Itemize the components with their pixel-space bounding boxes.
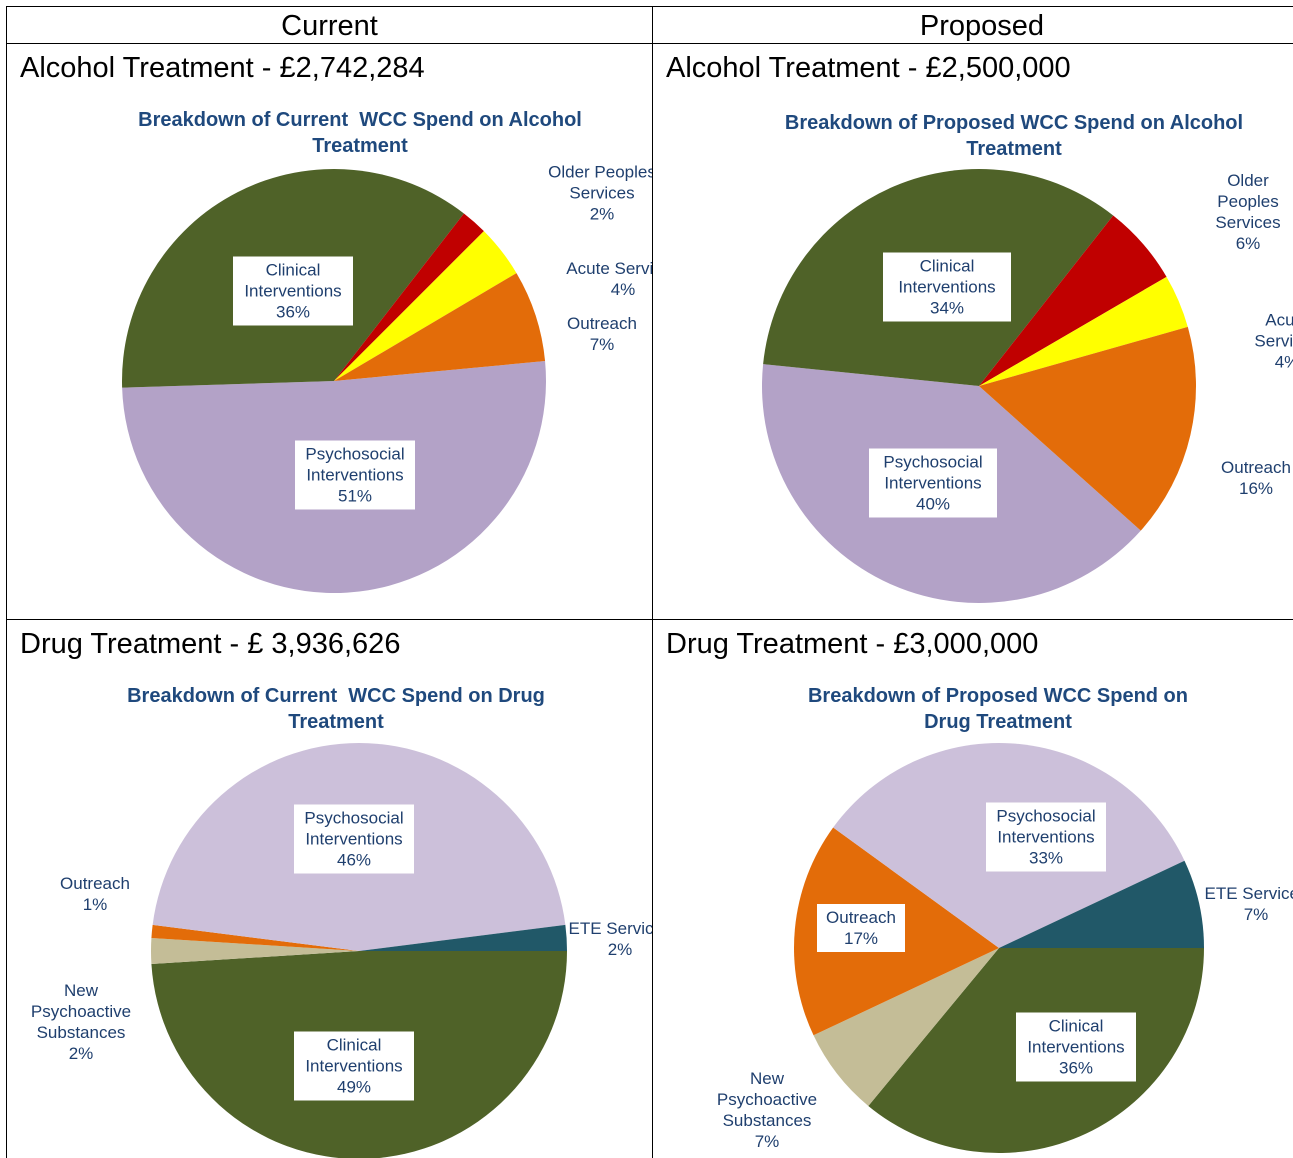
cell-heading: Alcohol Treatment - £2,500,000 xyxy=(666,52,1071,84)
chart-title: Breakdown of Proposed WCC Spend on Alcoh… xyxy=(784,112,1249,160)
slice-name: Psychosocial Interventions xyxy=(996,806,1096,847)
slice-value: 34% xyxy=(929,298,965,318)
pie-slice xyxy=(334,213,484,381)
chart-title: Breakdown of Current WCC Spend on Alcoho… xyxy=(138,109,588,157)
slice-label: Psychosocial Interventions 51% xyxy=(295,440,415,510)
slice-name: Acute Services xyxy=(566,259,653,278)
slice-value: 49% xyxy=(336,1077,372,1097)
slice-value: 17% xyxy=(843,929,879,948)
slice-label: Clinical Interventions 36% xyxy=(1016,1012,1136,1082)
cell-heading: Drug Treatment - £ 3,936,626 xyxy=(20,628,401,660)
slice-label: Outreach 7% xyxy=(552,313,652,355)
slice-value: 2% xyxy=(589,204,615,224)
slice-value: 46% xyxy=(336,850,372,870)
slice-label: Outreach 1% xyxy=(45,873,145,915)
slice-label: Acute Services 4% xyxy=(566,258,653,300)
slice-value: 7% xyxy=(589,335,615,354)
slice-value: 6% xyxy=(1235,234,1261,253)
pie-slice xyxy=(334,273,546,381)
slice-name: Psychosocial Interventions xyxy=(883,452,983,493)
slice-name: Clinical Interventions xyxy=(898,256,996,297)
slice-label: Outreach 17% xyxy=(817,904,905,952)
slice-label: Clinical Interventions 36% xyxy=(233,256,353,326)
slice-label: Psychosocial Interventions 40% xyxy=(869,448,997,518)
table-cell: Alcohol Treatment - £2,500,000 Breakdown … xyxy=(652,43,1293,620)
slice-label: Psychosocial Interventions 33% xyxy=(986,802,1106,872)
slice-label: Older Peoples Services 6% xyxy=(1208,170,1288,254)
slice-value: 51% xyxy=(337,486,373,506)
slice-value: 36% xyxy=(1058,1058,1094,1078)
table-cell: Alcohol Treatment - £2,742,284 Breakdown … xyxy=(6,43,653,620)
slice-name: New Psychoactive Substances xyxy=(716,1069,818,1130)
slice-name: New Psychoactive Substances xyxy=(30,981,132,1042)
pie-slice xyxy=(359,924,567,951)
slice-value: 36% xyxy=(275,302,311,322)
slice-value: 4% xyxy=(1274,352,1293,372)
chart-title: Breakdown of Proposed WCC Spend on Drug … xyxy=(807,685,1194,733)
slice-label: Clinical Interventions 49% xyxy=(294,1031,414,1101)
slice-name: Clinical Interventions xyxy=(244,260,342,301)
pie-slice xyxy=(151,937,359,965)
slice-value: 33% xyxy=(1028,848,1064,868)
slice-name: Outreach xyxy=(1221,458,1291,477)
slice-label: New Psychoactive Substances 7% xyxy=(702,1068,832,1152)
slice-name: Older Peoples Services xyxy=(548,162,653,203)
slice-name: Psychosocial Interventions xyxy=(304,808,404,849)
slice-value: 4% xyxy=(610,280,636,299)
slice-value: 7% xyxy=(754,1132,780,1151)
slice-name: Outreach xyxy=(567,314,637,333)
slice-value: 1% xyxy=(82,895,108,914)
pie-slice xyxy=(813,948,999,1106)
pie-slice xyxy=(979,276,1188,386)
slice-label: Older Peoples Services 2% xyxy=(537,162,653,225)
slice-label: ETE Services 2% xyxy=(568,918,653,960)
slice-name: Outreach xyxy=(60,874,130,893)
pie-slice xyxy=(151,924,359,951)
table-cell: Drug Treatment - £3,000,000 Breakdown of … xyxy=(652,619,1293,1158)
slice-name: Older Peoples Services xyxy=(1215,171,1281,232)
slice-label: Outreach 16% xyxy=(1216,457,1293,499)
cell-heading: Alcohol Treatment - £2,742,284 xyxy=(20,52,425,84)
slice-name: Psychosocial Interventions xyxy=(305,444,405,485)
cell-heading: Drug Treatment - £3,000,000 xyxy=(666,628,1039,660)
column-header: Proposed xyxy=(652,6,1293,44)
slice-label: New Psychoactive Substances 2% xyxy=(16,980,146,1064)
pie-slice xyxy=(979,215,1167,386)
column-header: Current xyxy=(6,6,653,44)
slice-name: Acute Services xyxy=(1254,310,1293,351)
slice-label: ETE Services 7% xyxy=(1205,883,1293,925)
table-cell: Drug Treatment - £ 3,936,626 Breakdown of… xyxy=(6,619,653,1158)
slice-value: 7% xyxy=(1243,905,1269,924)
slice-value: 2% xyxy=(68,1044,94,1063)
pie-slice xyxy=(979,326,1196,531)
slice-label: Acute Services4% xyxy=(1247,310,1293,373)
pie-slice xyxy=(999,860,1204,948)
pie-slice xyxy=(334,231,517,381)
slice-value: 40% xyxy=(915,494,951,514)
slice-name: ETE Services xyxy=(568,919,653,938)
slice-name: Clinical Interventions xyxy=(305,1035,403,1076)
chart-title: Breakdown of Current WCC Spend on Drug T… xyxy=(127,685,551,733)
slice-name: Outreach xyxy=(826,908,896,927)
slice-label: Clinical Interventions 34% xyxy=(883,252,1011,322)
slice-name: Clinical Interventions xyxy=(1027,1016,1125,1057)
slice-value: 2% xyxy=(607,940,633,959)
slice-label: Psychosocial Interventions 46% xyxy=(294,804,414,874)
slice-value: 16% xyxy=(1238,479,1274,498)
slice-name: ETE Services xyxy=(1204,884,1293,903)
